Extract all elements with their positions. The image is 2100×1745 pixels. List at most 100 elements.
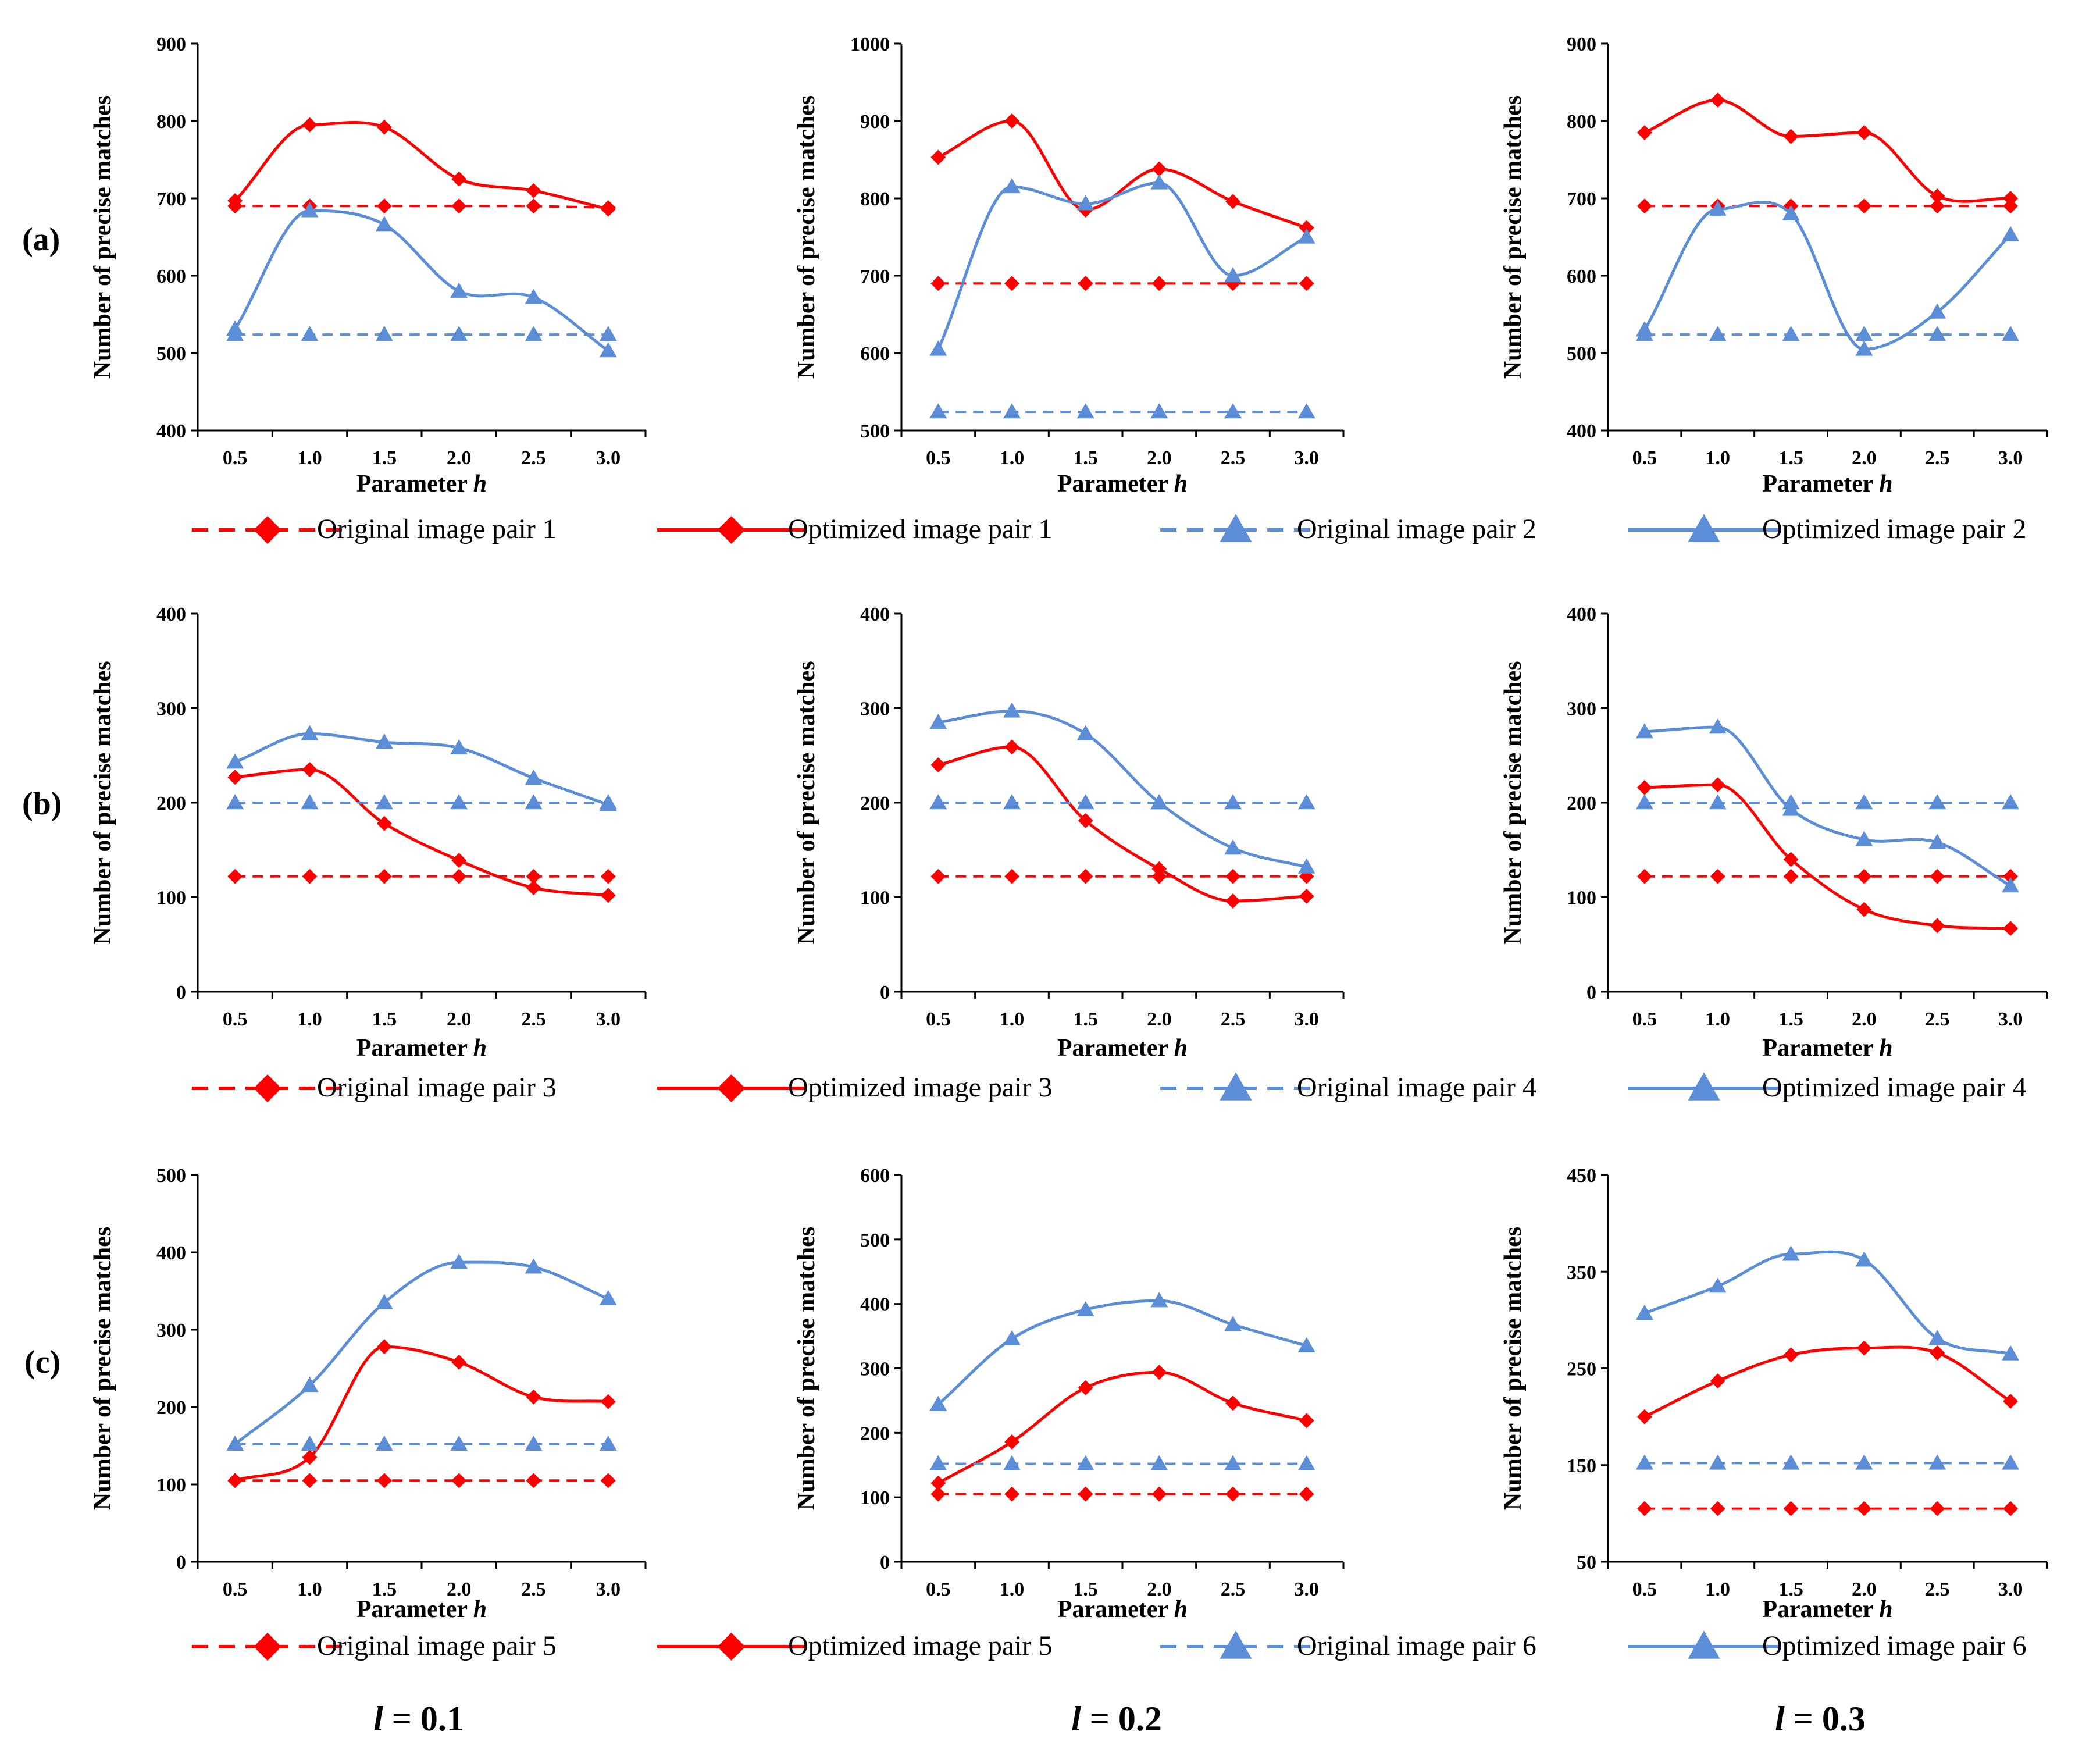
data-point-triangle [1297, 794, 1315, 810]
data-point-triangle [2002, 326, 2020, 341]
x-axis-title-text: Parameter [356, 471, 473, 497]
y-tick-label: 900 [156, 34, 186, 55]
y-axis-title: Number of precise matches [90, 1227, 116, 1510]
y-tick-label: 200 [860, 1423, 890, 1444]
data-point-diamond [1078, 1380, 1093, 1395]
data-point-triangle [450, 739, 468, 754]
data-point-diamond [600, 1473, 616, 1488]
x-tick-label: 0.5 [223, 447, 248, 469]
series-4 [1635, 200, 2020, 356]
data-point-diamond [1151, 1365, 1167, 1380]
data-point-diamond [930, 757, 946, 772]
x-tick-label: 1.5 [1778, 447, 1803, 469]
column-title-var: l [1071, 1700, 1081, 1738]
column-title-value: = 0.2 [1081, 1700, 1162, 1738]
data-point-triangle [301, 326, 319, 341]
data-point-diamond [451, 868, 467, 884]
data-point-diamond [1783, 852, 1799, 867]
data-point-triangle [2002, 794, 2020, 810]
series-3 [929, 403, 1315, 419]
legend-marker-triangle [1220, 1072, 1252, 1101]
x-tick-label: 2.0 [447, 447, 472, 469]
data-point-diamond [526, 183, 541, 198]
y-tick-label: 700 [1567, 188, 1596, 210]
y-tick-label: 500 [156, 343, 186, 365]
x-tick-label: 1.0 [1706, 1009, 1731, 1030]
data-point-triangle [525, 1258, 543, 1274]
y-tick-label: 800 [860, 188, 890, 210]
series-2 [930, 739, 1314, 909]
data-point-diamond [1856, 1340, 1872, 1356]
data-point-diamond [930, 1486, 946, 1502]
x-axis-title: Parameter h [1762, 1035, 1892, 1062]
legend-row-1: Original image pair 1 Optimized image pai… [192, 514, 2027, 544]
data-point-diamond [2003, 1501, 2019, 1516]
y-tick-label: 1000 [850, 34, 890, 55]
data-point-diamond [376, 815, 392, 831]
x-tick-label: 3.0 [1998, 447, 2023, 469]
x-tick-label: 3.0 [596, 447, 621, 469]
legend-label: Original image pair 4 [1297, 1072, 1536, 1103]
legend-label: Original image pair 1 [317, 514, 557, 544]
chart-panel-6: 0 100 200 300 400 0.5 1.0 1.5 2.0 2.5 3.0 Parameter… [1500, 604, 2048, 1062]
data-point-diamond [1783, 1347, 1799, 1363]
data-point-triangle [1076, 794, 1094, 810]
y-tick-label: 900 [1567, 34, 1596, 55]
series-line [1644, 1250, 2011, 1356]
x-axis-title-text: Parameter [356, 1596, 473, 1623]
data-point-triangle [1150, 1455, 1168, 1470]
y-axis-title: Number of precise matches [793, 95, 820, 379]
series-line [234, 121, 609, 211]
data-point-triangle [1003, 403, 1021, 419]
x-tick-label: 2.0 [447, 1579, 472, 1600]
series-3 [226, 326, 617, 341]
data-point-diamond [1299, 220, 1314, 236]
x-axis-title-text: Parameter [1057, 471, 1174, 497]
data-point-triangle [2002, 226, 2020, 241]
data-point-triangle [1928, 1330, 1946, 1345]
legend-marker-triangle [1220, 1630, 1252, 1659]
legend-label: Optimized image pair 5 [788, 1630, 1053, 1661]
x-tick-label: 3.0 [596, 1009, 621, 1030]
series-4 [1635, 718, 2020, 893]
series-1 [227, 868, 616, 884]
data-point-diamond [1225, 1486, 1240, 1502]
y-tick-label: 500 [860, 421, 890, 442]
data-point-triangle [929, 1455, 947, 1470]
data-point-diamond [1151, 161, 1167, 177]
x-tick-label: 0.5 [223, 1579, 248, 1600]
data-point-triangle [1855, 1454, 1873, 1470]
series-4 [929, 702, 1315, 874]
x-tick-label: 1.0 [297, 447, 322, 469]
y-tick-label: 400 [1567, 604, 1596, 625]
column-title-var: l [1775, 1700, 1785, 1738]
legend-marker-diamond [254, 516, 281, 544]
row-label: (b) [22, 786, 62, 822]
data-point-triangle [1076, 195, 1094, 211]
series-1 [1636, 868, 2019, 884]
data-point-triangle [1782, 326, 1800, 341]
series-1 [930, 276, 1314, 291]
x-axis-title-text: Parameter [1057, 1035, 1174, 1062]
data-point-diamond [1004, 1434, 1019, 1450]
data-point-diamond [1710, 1501, 1725, 1516]
data-point-triangle [1003, 702, 1021, 718]
x-tick-label: 1.0 [297, 1579, 322, 1600]
y-tick-label: 150 [1567, 1455, 1596, 1477]
legend-row-3: Original image pair 5 Optimized image pai… [192, 1630, 2027, 1661]
y-tick-label: 0 [880, 982, 890, 1003]
data-point-diamond [1151, 1486, 1167, 1502]
legend-marker-diamond [717, 1074, 746, 1102]
column-title-value: = 0.3 [1785, 1700, 1866, 1738]
data-point-triangle [301, 725, 319, 740]
legend-marker-triangle [1688, 514, 1720, 542]
data-point-triangle [1224, 839, 1242, 855]
x-tick-label: 0.5 [926, 1009, 951, 1030]
data-point-triangle [301, 1435, 319, 1451]
data-point-diamond [1004, 739, 1019, 755]
y-tick-label: 400 [860, 1294, 890, 1316]
series-4 [226, 725, 617, 811]
x-tick-label: 1.0 [1000, 1009, 1025, 1030]
data-point-triangle [1855, 340, 1873, 356]
series-2 [227, 1339, 616, 1488]
